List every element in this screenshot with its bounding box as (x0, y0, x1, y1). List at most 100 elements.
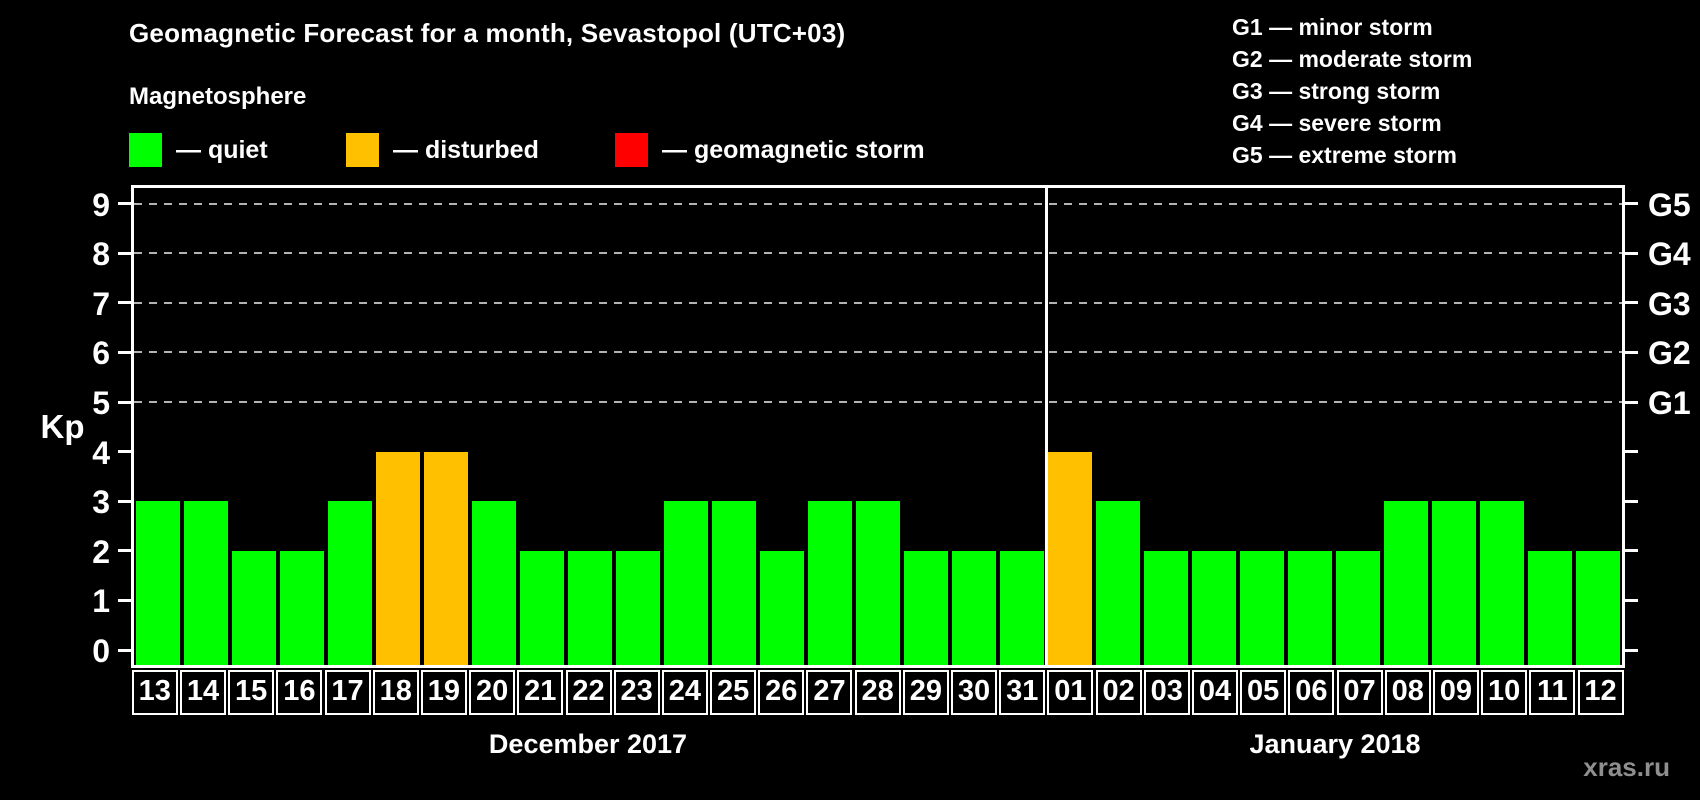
day-cell-23: 23 (613, 670, 660, 715)
day-cell-29: 29 (902, 670, 949, 715)
day-cell-18: 18 (372, 670, 419, 715)
right-axis-tick (1625, 598, 1638, 602)
g-legend-item-g2: G2 — moderate storm (1232, 46, 1473, 72)
month-label-january: January 2018 (1249, 729, 1421, 759)
day-cell-14: 14 (179, 670, 226, 715)
right-axis-tick (1625, 499, 1638, 503)
magnetosphere-label: Magnetosphere (129, 83, 307, 110)
g-level-label-g2: G2 (1648, 335, 1691, 372)
day-cell-11: 11 (1529, 670, 1576, 715)
gridline-kp8 (134, 252, 1622, 255)
kp-bar-17 (328, 501, 372, 665)
right-axis-tick (1625, 301, 1638, 305)
kp-bar-04 (1192, 550, 1236, 665)
day-cell-16: 16 (276, 670, 323, 715)
right-axis-tick (1625, 251, 1638, 255)
y-axis-tick-label: 3 (92, 484, 110, 521)
g-legend-item-g5: G5 — extreme storm (1232, 142, 1457, 168)
day-cell-27: 27 (806, 670, 853, 715)
kp-bar-10 (1480, 501, 1524, 665)
legend-disturbed-label: — disturbed (393, 135, 539, 164)
y-axis-tick-label: 5 (92, 385, 110, 421)
kp-bar-03 (1144, 550, 1188, 665)
kp-bar-14 (184, 501, 228, 665)
kp-bar-23 (616, 550, 660, 665)
day-cell-17: 17 (324, 670, 371, 715)
y-axis-tick (118, 301, 131, 305)
kp-bar-13 (136, 501, 180, 665)
day-cell-28: 28 (854, 670, 901, 715)
day-cell-26: 26 (758, 670, 805, 715)
day-cell-10: 10 (1481, 670, 1528, 715)
kp-bar-31 (1000, 550, 1044, 665)
kp-bar-07 (1336, 550, 1380, 665)
y-axis-tick (118, 549, 131, 553)
disturbed-swatch-icon (346, 133, 379, 167)
day-cell-13: 13 (131, 670, 178, 715)
chart-title: Geomagnetic Forecast for a month, Sevast… (129, 18, 846, 48)
y-axis-tick-label: 9 (92, 186, 110, 223)
y-axis-tick (118, 450, 131, 454)
day-cell-22: 22 (565, 670, 612, 715)
gridline-kp7 (134, 301, 1622, 304)
right-axis-tick (1625, 202, 1638, 206)
kp-bar-09 (1432, 501, 1476, 665)
g-legend-item-g4: G4 — severe storm (1232, 110, 1442, 136)
kp-bar-15 (232, 550, 276, 665)
y-axis-tick (118, 648, 131, 652)
kp-bar-25 (712, 501, 756, 665)
legend-item-disturbed: — disturbed (346, 133, 539, 167)
y-axis-tick-label: 8 (92, 236, 110, 273)
g-scale-legend: G1 — minor storm G2 — moderate storm G3 … (1232, 11, 1472, 171)
month-label-december: December 2017 (488, 729, 688, 759)
kp-bar-19 (424, 451, 468, 665)
kp-bar-26 (760, 550, 804, 665)
day-cell-31: 31 (999, 670, 1046, 715)
kp-bar-05 (1240, 550, 1284, 665)
kp-bar-20 (472, 501, 516, 665)
quiet-swatch-icon (129, 133, 162, 167)
day-cell-08: 08 (1384, 670, 1431, 715)
right-axis-tick (1625, 350, 1638, 354)
kp-bar-27 (808, 501, 852, 665)
y-axis-tick-label: 1 (92, 583, 110, 620)
day-cell-04: 04 (1191, 670, 1238, 715)
kp-bar-18 (376, 451, 420, 665)
y-axis-tick-label: 7 (92, 285, 110, 322)
day-cell-15: 15 (228, 670, 275, 715)
legend-quiet-label: — quiet (176, 135, 268, 164)
kp-bar-30 (952, 550, 996, 665)
right-axis-tick (1625, 549, 1638, 553)
legend-item-storm: — geomagnetic storm (615, 133, 925, 167)
day-cell-19: 19 (420, 670, 467, 715)
day-cell-30: 30 (951, 670, 998, 715)
day-cell-24: 24 (661, 670, 708, 715)
day-cell-06: 06 (1288, 670, 1335, 715)
day-cell-21: 21 (517, 670, 564, 715)
y-axis-tick-label: 6 (92, 335, 110, 372)
day-cell-25: 25 (710, 670, 757, 715)
day-cell-05: 05 (1240, 670, 1287, 715)
day-cell-02: 02 (1095, 670, 1142, 715)
day-cell-03: 03 (1143, 670, 1190, 715)
kp-bar-21 (520, 550, 564, 665)
kp-bar-22 (568, 550, 612, 665)
g-legend-item-g1: G1 — minor storm (1232, 14, 1433, 40)
gridline-kp5 (134, 401, 1622, 403)
y-axis-tick (118, 202, 131, 206)
right-axis-tick (1625, 648, 1638, 652)
y-axis-tick (118, 598, 131, 602)
y-axis-tick-label: 2 (92, 533, 110, 570)
kp-bar-02 (1096, 501, 1140, 665)
y-axis-tick (118, 499, 131, 503)
day-cell-09: 09 (1432, 670, 1479, 715)
gridline-kp6 (134, 351, 1622, 354)
kp-bar-11 (1528, 550, 1572, 665)
kp-bar-24 (664, 501, 708, 665)
right-axis-tick (1625, 450, 1638, 454)
g-level-label-g4: G4 (1648, 236, 1691, 273)
month-divider-line (1044, 188, 1048, 665)
gridline-kp9 (134, 202, 1622, 205)
day-cell-07: 07 (1336, 670, 1383, 715)
